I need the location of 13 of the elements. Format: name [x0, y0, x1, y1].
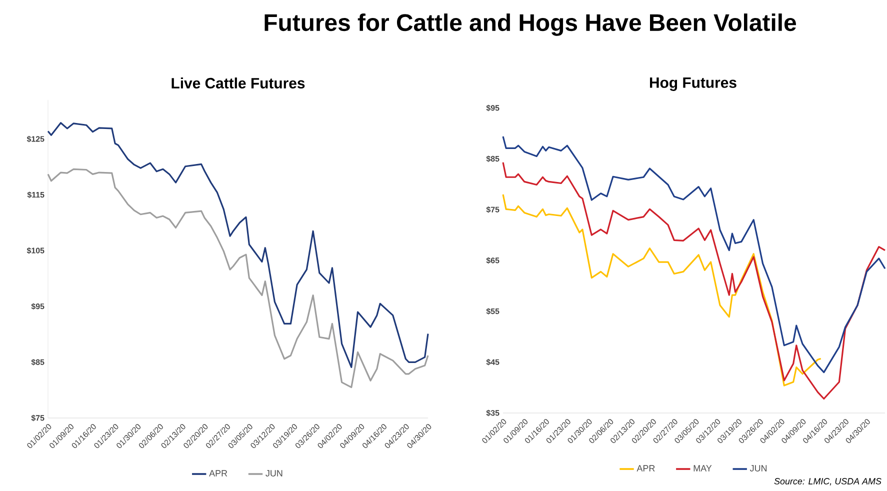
- legend-label: APR: [209, 470, 228, 476]
- line-series: [502, 194, 822, 386]
- line-series: [502, 162, 886, 400]
- legend-label: MAY: [694, 465, 712, 472]
- text: Futures for Cattle and Hogs Have Been Volatile: [264, 14, 796, 36]
- chart-title: Hog Futures: [650, 78, 736, 91]
- legend-label: JUN: [266, 470, 282, 476]
- legend-label: APR: [636, 465, 655, 472]
- source-note: Source: LMIC, USDA AMS: [774, 478, 882, 486]
- chart-subtitle: Live Cattle Futures: [172, 78, 305, 88]
- legend-label: JUN: [750, 465, 767, 472]
- line-series: [47, 168, 429, 388]
- line-series: [47, 122, 429, 368]
